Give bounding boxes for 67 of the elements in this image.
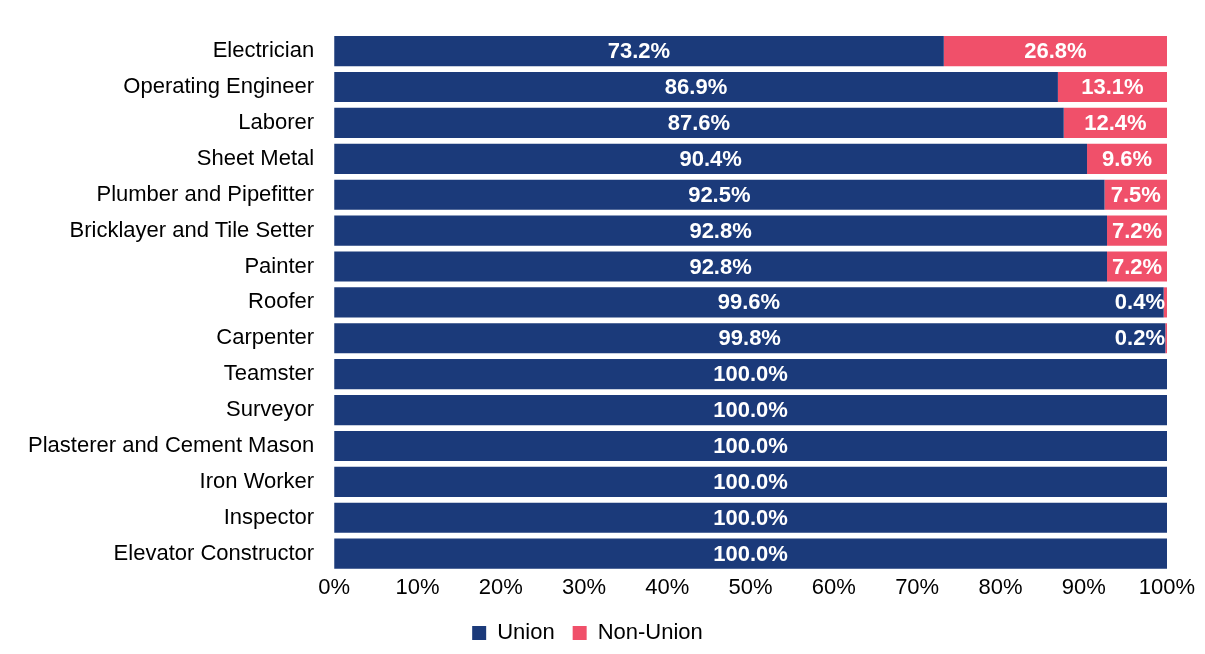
y-tick-label: Carpenter [216, 324, 315, 350]
y-tick-label: Plasterer and Cement Mason [28, 432, 315, 458]
data-label: 100.0% [713, 504, 788, 530]
y-tick-label: Painter [244, 252, 315, 278]
y-tick-label: Bricklayer and Tile Setter [69, 216, 315, 242]
bar [334, 359, 1167, 390]
bar [334, 215, 1108, 246]
data-label: 7.2% [1111, 253, 1163, 279]
bar [334, 287, 1164, 318]
bar [334, 179, 1105, 210]
data-label: 26.8% [1024, 38, 1087, 64]
data-label: 9.6% [1101, 145, 1153, 171]
data-label: 99.8% [718, 325, 781, 351]
data-label: 92.8% [689, 217, 752, 243]
y-tick-label: Electrician [212, 37, 315, 63]
y-tick-label: Surveyor [226, 396, 315, 422]
bar [334, 466, 1167, 497]
bar [334, 538, 1167, 569]
data-label: 92.5% [688, 181, 751, 207]
data-label: 90.4% [679, 145, 742, 171]
bar [943, 36, 1167, 67]
x-tick-label: 50% [728, 573, 773, 599]
data-label: 100.0% [713, 361, 788, 387]
legend-label: Non-Union [597, 619, 703, 645]
data-label: 86.9% [664, 74, 728, 100]
x-tick-label: 60% [811, 573, 856, 599]
data-label: 73.2% [607, 38, 671, 64]
x-tick-label: 0% [318, 573, 351, 599]
y-tick-label: Roofer [248, 288, 315, 314]
bar [334, 107, 1064, 139]
data-label: 100.0% [713, 397, 788, 423]
data-label: 100.0% [713, 540, 788, 566]
y-tick-label: Teamster [223, 360, 315, 386]
y-tick-label: Laborer [238, 109, 315, 134]
data-label: 13.1% [1081, 74, 1144, 100]
data-label: 7.2% [1111, 217, 1163, 243]
bar [334, 36, 944, 67]
y-tick-label: Operating Engineer [123, 73, 315, 99]
bar [334, 71, 1058, 103]
bar [334, 143, 1088, 174]
y-tick-label: Elevator Constructor [113, 539, 315, 565]
x-tick-label: 90% [1061, 573, 1106, 599]
y-tick-label: Iron Worker [199, 467, 315, 493]
x-tick-label: 40% [645, 573, 690, 599]
bar [334, 430, 1167, 462]
bar [334, 251, 1108, 282]
x-tick-label: 30% [561, 573, 607, 599]
bar [334, 395, 1167, 426]
data-label: 100.0% [713, 468, 788, 494]
data-label: 7.5% [1110, 181, 1161, 207]
data-label: 12.4% [1084, 110, 1147, 135]
x-tick-label: 80% [978, 573, 1023, 599]
y-tick-label: Plumber and Pipefitter [96, 180, 315, 206]
x-tick-label: 100% [1138, 573, 1196, 599]
bar [334, 502, 1167, 533]
x-tick-label: 70% [895, 573, 940, 599]
data-label: 87.6% [667, 110, 731, 135]
x-tick-label: 20% [478, 573, 523, 599]
legend-label: Union [497, 619, 555, 645]
data-label: 92.8% [689, 253, 752, 279]
x-tick-label: 10% [395, 573, 440, 599]
bar [334, 323, 1166, 354]
data-label: 100.0% [713, 433, 788, 459]
y-tick-label: Sheet Metal [196, 144, 315, 170]
y-tick-label: Inspector [223, 503, 315, 529]
data-label: 99.6% [717, 289, 781, 315]
data-label: 0.2% [1114, 325, 1165, 351]
